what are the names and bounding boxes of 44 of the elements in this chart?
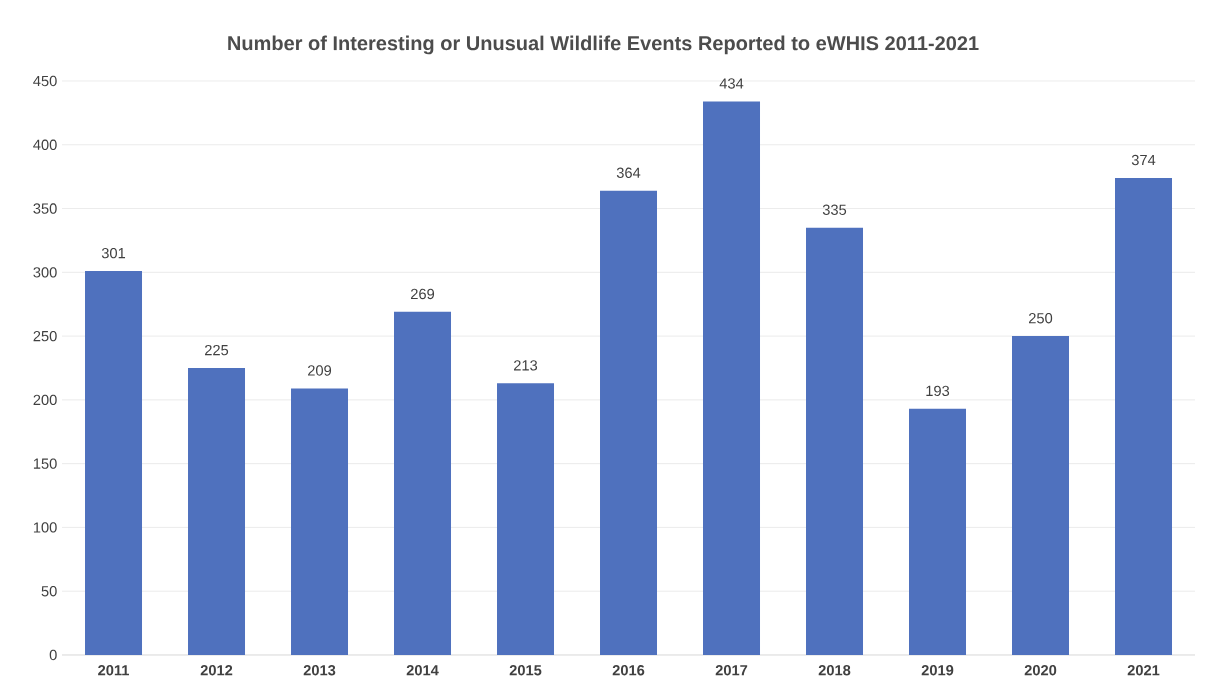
y-tick-label: 250 [33,330,57,342]
y-tick-label: 350 [33,203,57,214]
x-tick-label: 2018 [818,665,851,676]
y-tick-label: 450 [33,75,57,87]
bar [394,311,452,655]
x-tick-label: 2012 [200,665,233,676]
data-label: 269 [411,288,435,300]
x-tick-label: 2016 [612,665,645,676]
x-tick-label: 2021 [1127,665,1160,676]
data-label: 193 [926,385,950,397]
y-tick-label: 150 [33,458,57,469]
data-label: 301 [101,247,126,259]
bar [497,383,555,655]
x-tick-label: 2020 [1024,665,1057,676]
x-tick-label: 2017 [715,665,748,676]
data-label: 213 [514,360,538,371]
data-label: 250 [1029,313,1053,324]
x-tick-label: 2014 [406,665,439,676]
y-tick-label: 300 [33,267,57,278]
bar [600,190,658,655]
bar [909,408,966,655]
bar [188,367,246,655]
bar [703,101,761,655]
y-tick-label: 50 [41,586,57,597]
y-tick-label: 200 [33,394,57,406]
y-tick-label: 400 [33,139,57,150]
bar [85,271,143,655]
bar [1012,336,1070,655]
y-tick-label: 0 [49,649,57,661]
y-tick-label: 100 [33,522,57,533]
data-label: 374 [1131,154,1156,166]
chart-title: Number of Interesting or Unusual Wildlife Events Reported to eWHIS 2011-2021 [228,35,979,55]
bar [291,388,349,655]
data-label: 335 [822,204,847,215]
x-tick-label: 2013 [303,665,336,676]
bar [1115,177,1172,655]
data-label: 209 [308,365,332,376]
x-tick-label: 2015 [509,665,542,676]
x-tick-label: 2019 [921,665,954,676]
data-label: 434 [719,78,744,89]
bar [806,227,864,655]
x-tick-label: 2011 [98,665,129,676]
data-label: 225 [205,344,229,356]
data-label: 364 [616,167,641,178]
